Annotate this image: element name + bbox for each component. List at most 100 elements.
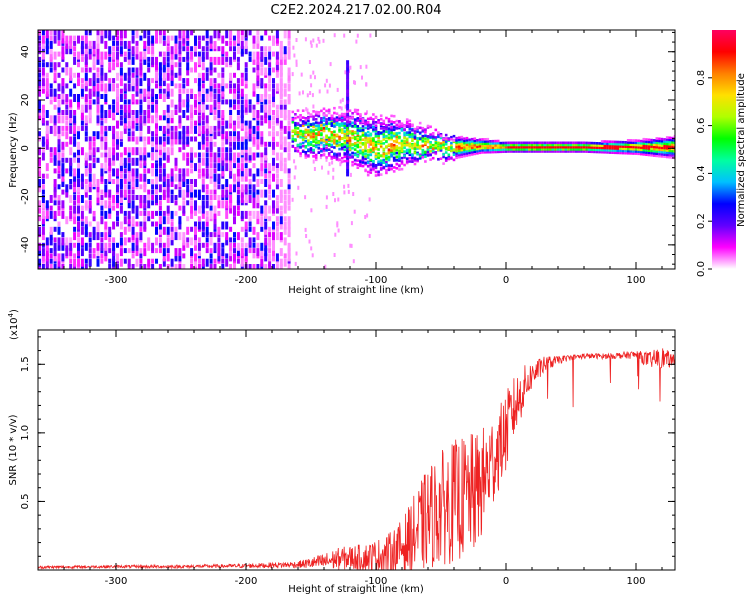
- spectrogram-cell: [127, 104, 131, 113]
- spectrogram-cell: [88, 40, 92, 49]
- spectrogram-cell: [268, 205, 272, 214]
- spectrogram-cell: [240, 136, 244, 142]
- spectrogram-cell: [178, 131, 182, 140]
- spectrogram-cell: [304, 154, 308, 158]
- spectrogram-cell: [307, 125, 310, 129]
- spectrogram-cell: [127, 200, 131, 209]
- spectrogram-cell: [162, 30, 166, 36]
- spectrogram-cell: [567, 148, 570, 151]
- spectrogram-cell: [92, 46, 96, 55]
- spectrogram-cell: [236, 157, 240, 163]
- spectrogram-cell: [213, 258, 217, 264]
- spectrogram-cell: [668, 151, 672, 155]
- spectrogram-cell: [57, 258, 61, 267]
- spectrogram-cell: [390, 120, 393, 123]
- spectrogram-cell: [209, 237, 213, 246]
- spectrogram-cell: [306, 108, 309, 113]
- spectrogram-cell: [256, 248, 260, 257]
- spectrogram-cell: [73, 152, 77, 158]
- spectrogram-cell: [343, 134, 347, 138]
- spectrogram-cell: [73, 232, 77, 241]
- spectrogram-cell: [209, 168, 213, 177]
- spectrogram-cell: [213, 189, 217, 195]
- spectrogram-cell: [322, 113, 326, 116]
- spectrogram-cell: [455, 154, 458, 157]
- spectrogram-cell: [652, 147, 656, 151]
- spectrogram-cell: [201, 232, 205, 238]
- spectrogram-cell: [112, 104, 116, 113]
- spectrogram-cell: [233, 99, 236, 105]
- spectrogram-cell: [170, 179, 174, 187]
- snr-series-line: [38, 348, 675, 570]
- spectrogram-cell: [608, 146, 612, 150]
- spectrogram-cell: [248, 152, 252, 161]
- snr-y-axis-label: SNR (10 * v/v): [8, 414, 19, 485]
- spectrogram-cell: [351, 124, 354, 128]
- spectrogram-cell: [61, 237, 65, 246]
- spectrogram-cell: [41, 67, 45, 76]
- spectrogram-cell: [372, 125, 375, 129]
- spectrogram-cell: [356, 139, 360, 142]
- spectrogram-cell: [279, 141, 283, 150]
- spectrogram-cell: [61, 157, 65, 163]
- spectrogram-cell: [158, 205, 162, 211]
- spectrogram-cell: [104, 253, 108, 262]
- spectrogram-cell: [194, 94, 197, 99]
- spectrogram-cell: [390, 164, 393, 167]
- spectrogram-cell: [374, 125, 378, 129]
- spectrogram-cell: [431, 132, 435, 136]
- spectrogram-cell: [411, 135, 414, 139]
- spectrogram-cell: [382, 152, 386, 155]
- spectrogram-cell: [304, 131, 308, 134]
- spectrogram-cell: [403, 156, 406, 159]
- spectrogram-cell: [260, 152, 264, 158]
- spectrogram-cell: [311, 253, 314, 258]
- spectrogram-cell: [481, 140, 484, 143]
- spectrogram-cell: [260, 46, 264, 52]
- spectrogram-cell: [155, 83, 158, 89]
- spectrogram-cell: [248, 226, 252, 232]
- colorbar: 0.00.20.40.60.8 Normalized spectral ampl…: [696, 30, 747, 277]
- spectrogram-cell: [260, 258, 264, 267]
- spectrogram-cell: [131, 195, 135, 200]
- spectrogram-cell: [65, 110, 69, 115]
- spectrogram-cell: [665, 136, 669, 139]
- spectrogram-cell: [359, 160, 362, 164]
- colorbar-tick-label: 0.2: [696, 213, 707, 229]
- spectrogram-cell: [312, 138, 315, 141]
- spectrogram-cell: [49, 258, 53, 264]
- spectrogram-cell: [353, 108, 357, 112]
- spectrogram-cell: [619, 145, 622, 148]
- spectrogram-cell: [80, 205, 84, 211]
- spectrogram-cell: [663, 142, 666, 145]
- spectrogram-cell: [634, 141, 638, 145]
- spectrogram-cell: [504, 150, 508, 153]
- spectrogram-cell: [264, 221, 268, 230]
- spectrogram-cell: [372, 141, 375, 145]
- spectrogram-cell: [225, 189, 229, 198]
- spectrogram-cell: [405, 122, 409, 125]
- spectrogram-cell: [392, 132, 396, 135]
- spectrogram-cell: [442, 137, 445, 141]
- spectrogram-cell: [312, 118, 315, 121]
- spectrogram-cell: [340, 122, 344, 125]
- spectrogram-cell: [312, 104, 315, 109]
- snr-panel: -300 -200 -100 0 100 0.51.01.5 Height of str…: [7, 309, 676, 595]
- spectrogram-cell: [264, 88, 268, 97]
- spectrogram-cell: [320, 117, 323, 120]
- spectrogram-cell: [41, 110, 45, 118]
- spectrogram-cell: [333, 152, 336, 156]
- spectrogram-cell: [229, 168, 233, 177]
- spectrogram-cell: [272, 141, 275, 150]
- spectrogram-cell: [491, 142, 495, 145]
- spectrogram-cell: [429, 141, 432, 144]
- spectrogram-cell: [632, 152, 635, 155]
- spectrogram-cell: [104, 83, 108, 92]
- spectrogram-cell: [197, 163, 201, 169]
- spectrogram-cell: [45, 248, 49, 257]
- spectrogram-cell: [61, 35, 65, 44]
- spectrogram-cell: [151, 78, 155, 84]
- spectrogram-cell: [304, 117, 308, 120]
- spectrogram-cell: [186, 242, 190, 248]
